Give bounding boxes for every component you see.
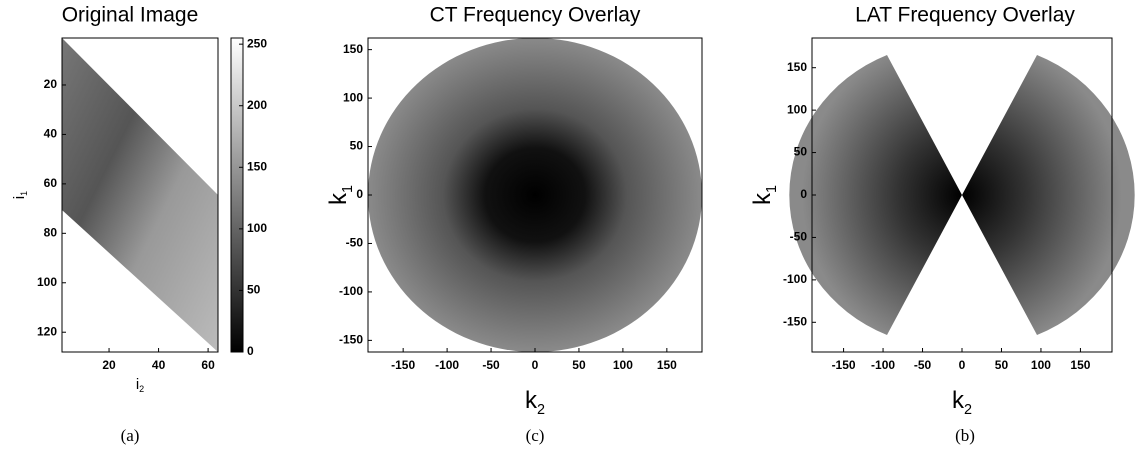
x-tick-label: 60 xyxy=(201,358,215,372)
y-tick-label: 100 xyxy=(343,90,363,104)
panel-caption: (a) xyxy=(121,426,140,445)
y-tick-label: -150 xyxy=(339,333,363,347)
panel-title: CT Frequency Overlay xyxy=(430,4,641,27)
y-tick-label: 20 xyxy=(44,77,58,91)
label-subscript: 2 xyxy=(964,402,972,418)
y-tick-label: 40 xyxy=(44,127,58,141)
lat-wedge xyxy=(962,55,1135,335)
y-tick-label: 150 xyxy=(343,42,363,56)
lat-wedge xyxy=(789,55,962,335)
axis-label: i2 xyxy=(136,376,144,394)
label-subscript: 1 xyxy=(19,191,29,196)
y-tick-label: -50 xyxy=(346,236,364,250)
y-tick-label: 50 xyxy=(350,139,364,153)
colorbar xyxy=(230,37,244,353)
label-text: k xyxy=(525,387,538,414)
axis-label: k2 xyxy=(525,387,545,417)
colorbar-tick-label: 150 xyxy=(247,159,267,173)
colorbar-tick-label: 50 xyxy=(247,283,261,297)
x-tick-label: 50 xyxy=(995,358,1009,372)
label-text: k xyxy=(952,387,965,414)
label-subscript: 2 xyxy=(537,402,545,418)
colorbar-tick-label: 250 xyxy=(247,36,267,50)
x-tick-label: -50 xyxy=(914,358,932,372)
x-tick-label: -150 xyxy=(391,358,415,372)
colorbar-tick-label: 100 xyxy=(247,221,267,235)
label-subscript: 1 xyxy=(764,185,780,193)
x-tick-label: 0 xyxy=(959,358,966,372)
label-subscript: 1 xyxy=(340,185,356,193)
x-tick-label: -150 xyxy=(832,358,856,372)
x-tick-label: 150 xyxy=(657,358,677,372)
x-tick-label: -100 xyxy=(871,358,895,372)
x-tick-label: -100 xyxy=(435,358,459,372)
x-tick-label: 0 xyxy=(532,358,539,372)
x-tick-label: 50 xyxy=(572,358,586,372)
panel-caption: (c) xyxy=(526,426,545,445)
y-tick-label: 80 xyxy=(44,225,58,239)
axes-frame xyxy=(61,37,219,353)
label-text: i xyxy=(11,196,28,199)
label-text: i xyxy=(136,376,139,393)
y-tick-label: -150 xyxy=(783,314,807,328)
x-tick-label: 20 xyxy=(102,358,116,372)
x-tick-label: 100 xyxy=(613,358,633,372)
y-tick-label: 0 xyxy=(800,187,807,201)
y-tick-label: 120 xyxy=(37,324,57,338)
ct-overlay xyxy=(368,38,702,352)
axis-label: k1 xyxy=(749,185,779,205)
y-tick-label: 100 xyxy=(787,102,807,116)
x-tick-label: 150 xyxy=(1070,358,1090,372)
panel-title: LAT Frequency Overlay xyxy=(855,4,1075,27)
y-tick-label: 50 xyxy=(794,145,808,159)
axis-label: i1 xyxy=(11,191,29,199)
label-text: k xyxy=(325,192,352,205)
y-tick-label: 0 xyxy=(356,187,363,201)
y-tick-label: 60 xyxy=(44,176,58,190)
x-tick-label: 40 xyxy=(152,358,166,372)
x-tick-label: 100 xyxy=(1031,358,1051,372)
axis-label: k1 xyxy=(325,185,355,205)
image xyxy=(62,38,218,352)
y-tick-label: -100 xyxy=(339,284,363,298)
x-tick-label: -50 xyxy=(482,358,500,372)
axis-label: k2 xyxy=(952,387,972,417)
panel-title: Original Image xyxy=(62,4,199,27)
label-subscript: 2 xyxy=(139,384,144,394)
y-tick-label: 150 xyxy=(787,60,807,74)
y-tick-label: -100 xyxy=(783,272,807,286)
y-tick-label: -50 xyxy=(790,230,808,244)
panel-caption: (b) xyxy=(955,426,975,445)
label-text: k xyxy=(749,192,776,205)
y-tick-label: 100 xyxy=(37,275,57,289)
colorbar-tick-label: 200 xyxy=(247,98,267,112)
colorbar-tick-label: 0 xyxy=(247,344,254,358)
